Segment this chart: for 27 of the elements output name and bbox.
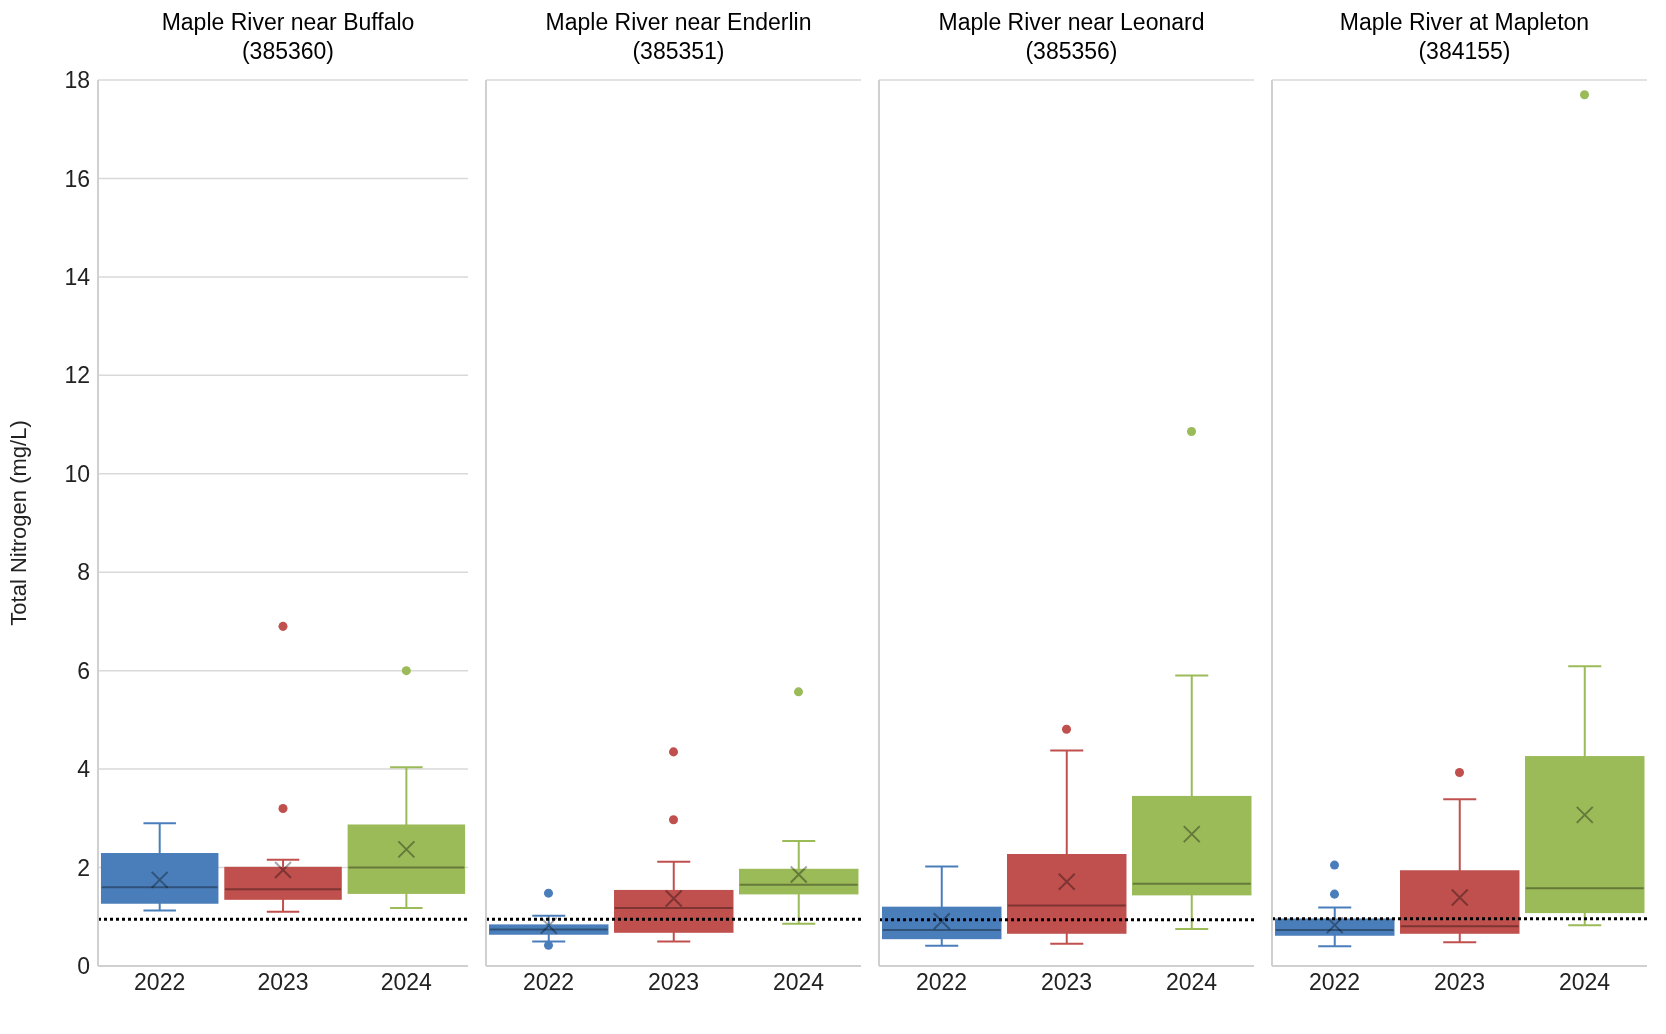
x-tick-label: 2024 bbox=[380, 969, 433, 996]
y-tick-label: 8 bbox=[77, 559, 90, 586]
y-tick-label: 2 bbox=[77, 854, 90, 881]
x-tick-label: 2024 bbox=[1165, 969, 1218, 996]
x-tick-label: 2023 bbox=[1040, 969, 1093, 996]
y-tick-label: 4 bbox=[77, 756, 91, 783]
x-tick-label: 2022 bbox=[134, 969, 186, 996]
x-tick-label: 2024 bbox=[1558, 969, 1611, 996]
y-tick-label: 6 bbox=[77, 657, 90, 684]
chart-title: Maple River near Enderlin (385351) bbox=[544, 8, 813, 66]
chart-title: Maple River at Mapleton (384155) bbox=[1338, 8, 1591, 66]
y-axis-title: Total Nitrogen (mg/L) bbox=[5, 420, 31, 626]
x-tick-label: 2022 bbox=[915, 969, 968, 996]
x-tick-label: 2023 bbox=[1433, 969, 1486, 996]
y-tick-label: 10 bbox=[64, 460, 90, 487]
x-tick-label: 2023 bbox=[647, 969, 700, 996]
x-tick-label: 2022 bbox=[1308, 969, 1361, 996]
y-tick-label: 0 bbox=[77, 953, 90, 980]
y-tick-label: 18 bbox=[64, 67, 90, 94]
chart-title: Maple River near Buffalo (385360) bbox=[161, 9, 415, 64]
x-tick-label: 2023 bbox=[257, 969, 309, 996]
x-tick-label: 2024 bbox=[772, 969, 825, 996]
y-tick-label: 16 bbox=[64, 165, 90, 192]
y-tick-label: 12 bbox=[64, 362, 90, 389]
y-tick-label: 14 bbox=[64, 264, 91, 291]
x-tick-label: 2022 bbox=[522, 969, 575, 996]
chart-title: Maple River near Leonard (385356) bbox=[937, 8, 1206, 66]
